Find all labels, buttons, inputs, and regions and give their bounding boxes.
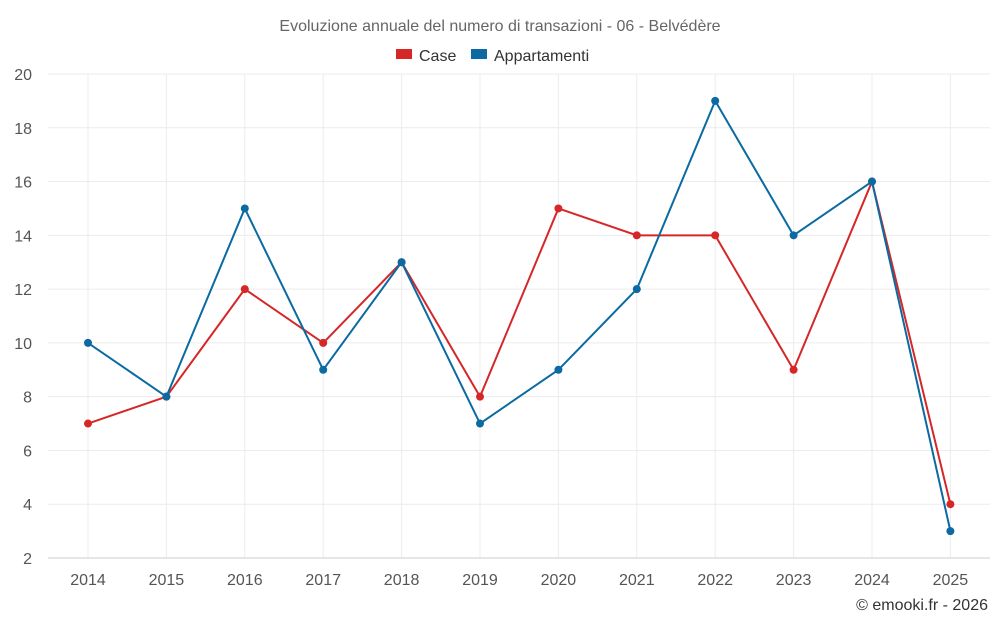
legend[interactable]: Case Appartamenti: [396, 48, 589, 65]
data-point-appartamenti[interactable]: [84, 338, 92, 347]
credit-text: © emooki.fr - 2026: [856, 597, 988, 614]
x-tick-label: 2025: [933, 572, 969, 589]
axes: 2 4 6 8 10 12 14 16 18 20 2014 2015 2016 2017 2018 2019…: [14, 67, 990, 589]
legend-swatch-appartamenti: [471, 49, 487, 59]
x-tick-label: 2018: [384, 572, 420, 589]
x-tick-label: 2014: [70, 572, 106, 589]
data-point-appartamenti[interactable]: [711, 96, 720, 105]
data-point-appartamenti[interactable]: [162, 392, 171, 401]
data-point-appartamenti[interactable]: [632, 285, 641, 294]
data-point-appartamenti[interactable]: [946, 527, 955, 536]
y-tick-label: 6: [23, 443, 32, 460]
gridlines: [48, 73, 990, 559]
data-point-case[interactable]: [789, 365, 798, 374]
data-point-appartamenti[interactable]: [476, 419, 484, 428]
data-point-appartamenti[interactable]: [397, 258, 406, 267]
x-tick-label: 2021: [619, 572, 655, 589]
data-point-case[interactable]: [554, 204, 563, 213]
y-tick-label: 12: [14, 282, 32, 299]
series-line-case: [87, 180, 952, 505]
legend-swatch-case: [396, 49, 412, 59]
y-tick-label: 18: [14, 121, 32, 138]
data-point-case[interactable]: [476, 392, 484, 401]
data-point-appartamenti[interactable]: [319, 365, 328, 374]
data-point-appartamenti[interactable]: [554, 365, 563, 374]
data-point-case[interactable]: [240, 285, 249, 294]
series: [84, 96, 955, 536]
data-point-case[interactable]: [711, 231, 720, 240]
data-point-case[interactable]: [84, 419, 92, 428]
legend-label-case[interactable]: Case: [419, 48, 456, 65]
x-tick-label: 2017: [305, 572, 341, 589]
data-point-case[interactable]: [946, 500, 955, 509]
y-tick-label: 8: [23, 390, 32, 407]
x-tick-label: 2016: [227, 572, 263, 589]
data-point-case[interactable]: [632, 231, 641, 240]
series-line-appartamenti: [87, 99, 952, 532]
y-tick-label: 16: [14, 175, 32, 192]
x-tick-label: 2019: [462, 572, 498, 589]
x-tick-label: 2024: [854, 572, 890, 589]
x-tick-label: 2022: [697, 572, 733, 589]
y-tick-label: 14: [14, 228, 32, 245]
y-tick-label: 10: [14, 336, 32, 353]
data-point-case[interactable]: [319, 338, 328, 347]
legend-label-appartamenti[interactable]: Appartamenti: [494, 48, 589, 65]
data-point-appartamenti[interactable]: [240, 204, 249, 213]
chart-title: Evoluzione annuale del numero di transaz…: [279, 18, 720, 35]
data-point-appartamenti[interactable]: [789, 231, 798, 240]
x-tick-label: 2015: [149, 572, 185, 589]
y-tick-label: 2: [23, 551, 32, 568]
x-tick-label: 2023: [776, 572, 812, 589]
y-tick-label: 4: [23, 497, 32, 514]
x-tick-label: 2020: [541, 572, 577, 589]
data-point-appartamenti[interactable]: [868, 177, 876, 186]
y-tick-label: 20: [14, 67, 32, 84]
